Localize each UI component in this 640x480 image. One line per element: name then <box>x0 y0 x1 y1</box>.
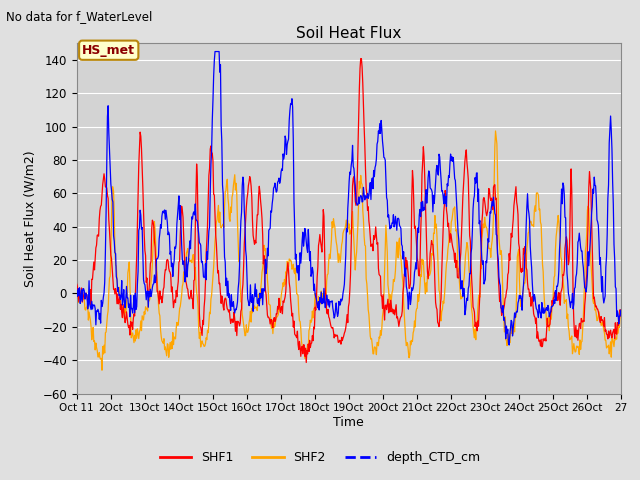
X-axis label: Time: Time <box>333 416 364 429</box>
Text: No data for f_WaterLevel: No data for f_WaterLevel <box>6 10 153 23</box>
Title: Soil Heat Flux: Soil Heat Flux <box>296 25 401 41</box>
Legend: SHF1, SHF2, depth_CTD_cm: SHF1, SHF2, depth_CTD_cm <box>155 446 485 469</box>
Text: HS_met: HS_met <box>82 44 135 57</box>
Y-axis label: Soil Heat Flux (W/m2): Soil Heat Flux (W/m2) <box>24 150 36 287</box>
